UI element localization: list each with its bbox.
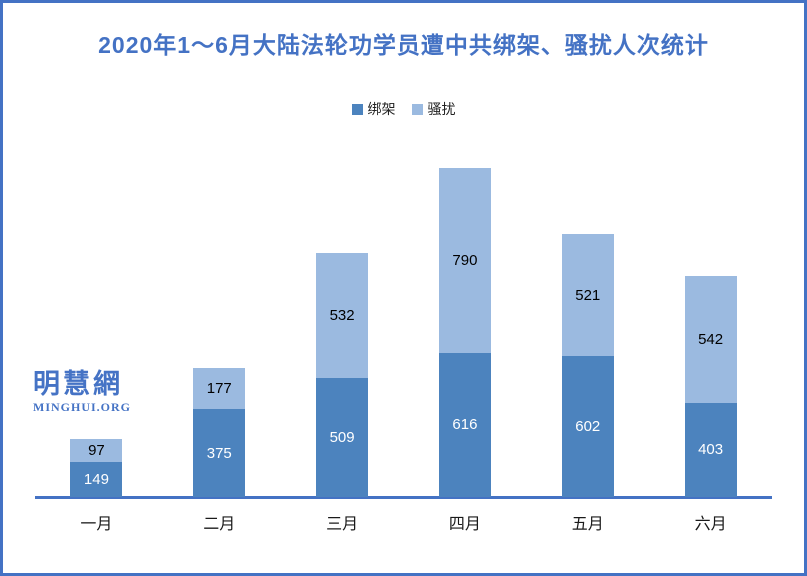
legend-item-harass: 骚扰 xyxy=(411,99,456,119)
bar-segment: 790 xyxy=(438,168,491,353)
watermark-site-text: MINGHUI.ORG xyxy=(33,400,131,414)
bar-value-label: 97 xyxy=(88,442,105,460)
legend-swatch-icon xyxy=(411,103,423,115)
x-axis-category-label: 五月 xyxy=(571,516,604,533)
watermark-logo-text: 明慧網 xyxy=(33,369,123,399)
bar-value-label: 602 xyxy=(575,418,601,436)
x-axis-line xyxy=(35,496,772,499)
bar-value-label: 790 xyxy=(452,251,478,269)
bar-segment: 97 xyxy=(70,439,123,463)
x-axis-category-label: 六月 xyxy=(694,516,727,533)
bar-value-label: 532 xyxy=(329,307,355,325)
bar-value-label: 521 xyxy=(575,286,601,304)
bar-segment: 532 xyxy=(316,253,369,378)
watermark: 明慧網 MINGHUI.ORG xyxy=(33,369,131,414)
legend-item-kidnap: 绑架 xyxy=(351,99,396,119)
bar-segment: 375 xyxy=(193,409,246,497)
bar-stack: 602 521 xyxy=(561,234,614,497)
bar-value-label: 616 xyxy=(452,416,478,434)
bar-value-label: 177 xyxy=(206,380,232,398)
bar-value-label: 542 xyxy=(698,330,724,348)
bar-segment: 602 xyxy=(561,356,614,497)
x-axis-category-label: 一月 xyxy=(80,516,113,533)
bar-stack: 149 97 xyxy=(70,439,123,497)
bar-value-label: 509 xyxy=(329,428,355,446)
bar-segment: 177 xyxy=(193,367,246,410)
bar-value-label: 149 xyxy=(83,471,109,489)
x-axis-category-label: 四月 xyxy=(448,516,481,533)
x-axis-category-label: 三月 xyxy=(326,516,359,533)
chart-title: 2020年1～6月大陆法轮功学员遭中共绑架、骚扰人次统计 xyxy=(98,32,709,58)
x-axis-category-label: 二月 xyxy=(203,516,236,533)
bar-segment: 521 xyxy=(561,234,614,357)
bar-segment: 509 xyxy=(316,377,369,497)
legend: 绑架 骚扰 xyxy=(0,99,807,119)
bar-segment: 403 xyxy=(684,402,737,497)
bar-stack: 403 542 xyxy=(684,275,737,497)
bar-stack: 375 177 xyxy=(193,367,246,497)
legend-swatch-icon xyxy=(351,103,363,115)
bar-stack: 616 790 xyxy=(438,168,491,497)
bar-value-label: 375 xyxy=(206,444,232,462)
legend-label: 绑架 xyxy=(367,101,396,117)
bar-value-label: 403 xyxy=(698,441,724,459)
bar-segment: 149 xyxy=(70,462,123,497)
bar-segment: 542 xyxy=(684,275,737,403)
bar-stack: 509 532 xyxy=(316,253,369,497)
legend-label: 骚扰 xyxy=(427,101,456,117)
bar-segment: 616 xyxy=(438,352,491,497)
